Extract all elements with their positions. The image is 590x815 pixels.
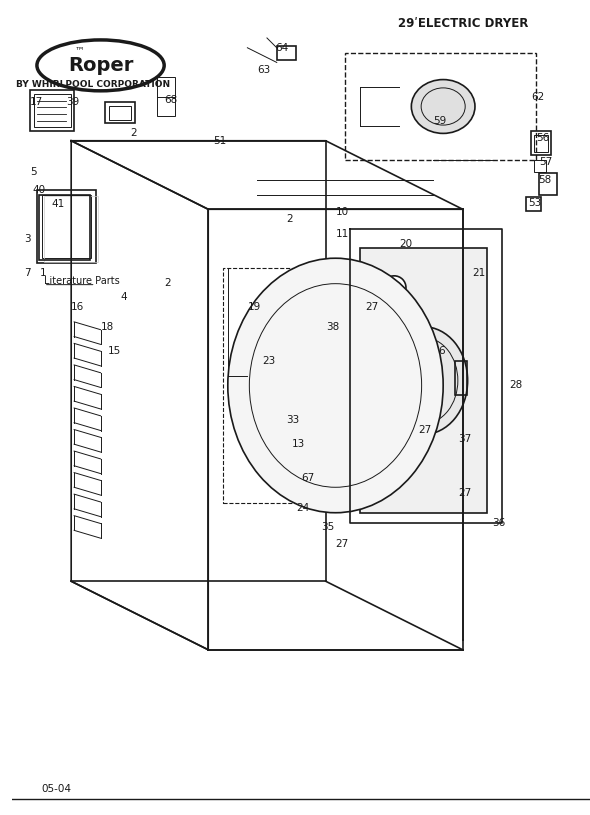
Text: 20: 20 bbox=[399, 239, 412, 249]
Text: 33: 33 bbox=[287, 415, 300, 425]
Bar bbox=[42, 195, 91, 258]
Text: Literature Parts: Literature Parts bbox=[44, 275, 120, 286]
Bar bbox=[37, 190, 96, 263]
Bar bbox=[360, 249, 487, 513]
Text: 23: 23 bbox=[262, 356, 276, 366]
Text: 64: 64 bbox=[275, 42, 288, 53]
Bar bbox=[158, 77, 175, 117]
Text: 24: 24 bbox=[296, 503, 310, 513]
Text: 16: 16 bbox=[71, 302, 84, 312]
Text: 7: 7 bbox=[24, 268, 31, 278]
Bar bbox=[106, 102, 135, 123]
Text: 63: 63 bbox=[257, 65, 270, 75]
Text: 15: 15 bbox=[107, 346, 120, 356]
Bar bbox=[345, 53, 536, 161]
Bar bbox=[539, 173, 557, 195]
Text: 36: 36 bbox=[492, 518, 506, 527]
Text: 27: 27 bbox=[419, 425, 432, 434]
Text: 53: 53 bbox=[528, 198, 542, 209]
Text: ™: ™ bbox=[74, 45, 84, 55]
Text: 68: 68 bbox=[164, 95, 178, 104]
Text: 3: 3 bbox=[24, 234, 31, 244]
Text: 13: 13 bbox=[291, 439, 304, 449]
Text: 40: 40 bbox=[32, 185, 45, 195]
Ellipse shape bbox=[228, 258, 443, 513]
Text: 51: 51 bbox=[213, 136, 227, 146]
Bar bbox=[526, 196, 541, 211]
Bar bbox=[223, 268, 448, 503]
Bar bbox=[39, 195, 90, 260]
Text: Roper: Roper bbox=[68, 56, 133, 75]
Text: 2: 2 bbox=[287, 214, 293, 224]
Text: 18: 18 bbox=[100, 322, 114, 332]
Text: 17: 17 bbox=[30, 97, 43, 107]
Bar bbox=[34, 94, 71, 127]
Text: 59: 59 bbox=[434, 117, 447, 126]
Bar bbox=[44, 196, 97, 262]
Text: 19: 19 bbox=[247, 302, 261, 312]
Text: 10: 10 bbox=[336, 207, 349, 218]
Text: 2: 2 bbox=[164, 278, 171, 288]
Bar bbox=[109, 105, 131, 120]
Text: 28: 28 bbox=[510, 381, 523, 390]
Text: 38: 38 bbox=[326, 322, 339, 332]
Text: 11: 11 bbox=[336, 229, 349, 239]
Text: 29ʹELECTRIC DRYER: 29ʹELECTRIC DRYER bbox=[398, 17, 528, 30]
Text: 57: 57 bbox=[539, 157, 552, 167]
Bar bbox=[534, 134, 548, 152]
Text: 4: 4 bbox=[120, 293, 127, 302]
Bar bbox=[277, 46, 296, 60]
Text: 62: 62 bbox=[531, 92, 545, 102]
Bar bbox=[455, 361, 467, 395]
Text: 56: 56 bbox=[536, 133, 549, 143]
Bar bbox=[534, 161, 546, 172]
Text: 58: 58 bbox=[538, 175, 552, 185]
Text: 21: 21 bbox=[473, 268, 486, 278]
Bar bbox=[531, 131, 551, 156]
Bar bbox=[30, 90, 74, 131]
Ellipse shape bbox=[37, 40, 164, 90]
Text: 41: 41 bbox=[51, 200, 65, 209]
Text: 39: 39 bbox=[66, 97, 80, 107]
Ellipse shape bbox=[411, 80, 475, 134]
Text: BY WHIRLPOOL CORPORATION: BY WHIRLPOOL CORPORATION bbox=[16, 81, 170, 90]
Text: 27: 27 bbox=[336, 539, 349, 549]
Circle shape bbox=[382, 275, 406, 299]
Text: 37: 37 bbox=[458, 434, 471, 444]
Text: 35: 35 bbox=[321, 522, 334, 532]
Text: 2: 2 bbox=[130, 128, 136, 138]
Text: 27: 27 bbox=[458, 488, 471, 498]
Text: 27: 27 bbox=[365, 302, 378, 312]
Text: 67: 67 bbox=[301, 474, 314, 483]
Text: 6: 6 bbox=[438, 346, 445, 356]
Text: 5: 5 bbox=[30, 167, 37, 177]
Text: 1: 1 bbox=[40, 268, 47, 278]
Ellipse shape bbox=[379, 327, 468, 434]
Text: 05-04: 05-04 bbox=[42, 784, 72, 794]
